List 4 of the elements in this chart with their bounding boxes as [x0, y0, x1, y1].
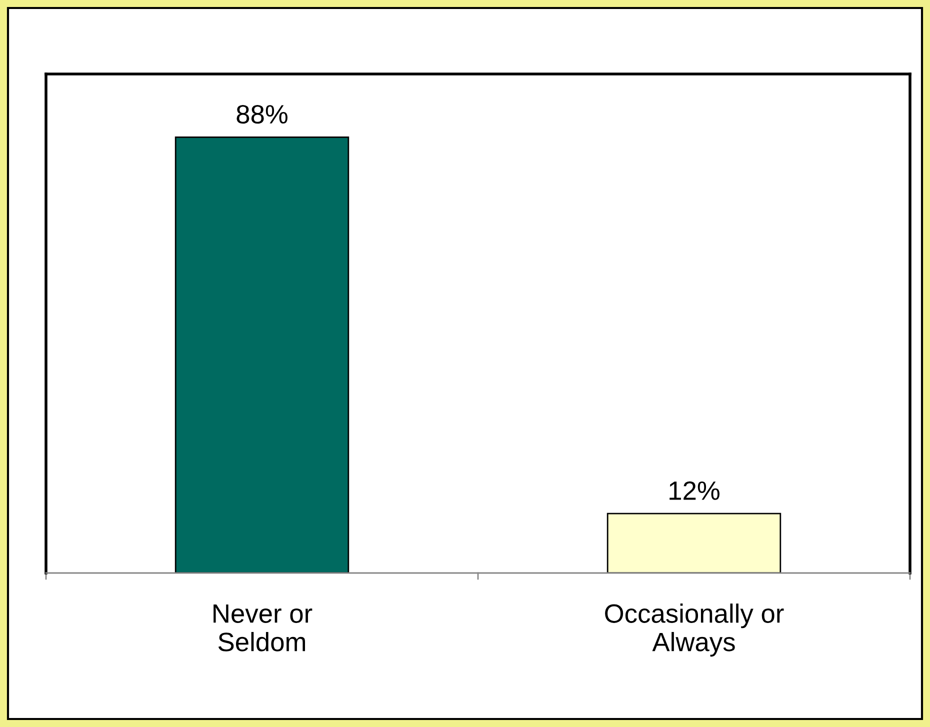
- data-label: 88%: [236, 104, 288, 124]
- x-tick-label: Never or Seldom: [214, 604, 312, 652]
- x-tick-label: Occasionally or Always: [605, 604, 784, 657]
- data-label: 12%: [670, 481, 720, 500]
